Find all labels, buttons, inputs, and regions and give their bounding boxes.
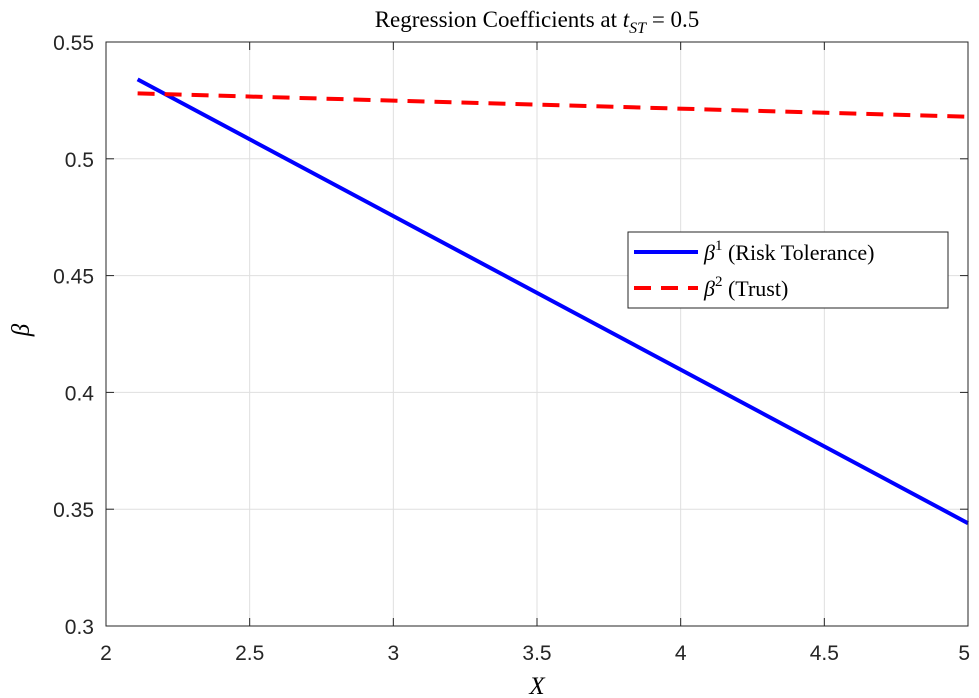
chart-title-sub: ST [629,20,647,37]
series-line-1 [136,77,969,525]
y-tick-label: 0.45 [53,266,94,289]
legend: β1 (Risk Tolerance) β2 (Trust) [627,231,949,309]
tick-labels: 2 2.5 3 3.5 4 4.5 5 0.3 0.35 0.4 0.45 0.5 0.55 [53,32,970,665]
y-axis-label: β [8,323,35,337]
y-tick-label: 0.35 [53,499,94,522]
y-tick-label: 0.3 [65,616,94,639]
x-tick-label: 5 [958,642,970,665]
x-tick-label: 4 [675,642,687,665]
x-tick-label: 3.5 [522,642,551,665]
x-tick-label: 4.5 [810,642,839,665]
series-lines [136,77,969,525]
y-tick-label: 0.4 [65,382,95,405]
chart-title-suffix: = 0.5 [646,7,699,32]
axes-box [105,41,969,627]
x-tick-label: 3 [387,642,399,665]
series-line-2 [137,91,969,119]
legend-label-2: β2 (Trust) [703,274,788,301]
chart-title-var: t [623,7,630,32]
legend-box [627,231,949,309]
legend-label-1: β1 (Risk Tolerance) [703,238,874,265]
x-axis-label: X [528,673,546,698]
y-tick-label: 0.55 [53,32,94,55]
x-tick-label: 2.5 [235,642,264,665]
y-tick-label: 0.5 [65,149,94,172]
chart-title-prefix: Regression Coefficients at [375,7,623,32]
x-tick-label: 2 [100,642,112,665]
chart-title: Regression Coefficients at tST = 0.5 [375,7,700,37]
